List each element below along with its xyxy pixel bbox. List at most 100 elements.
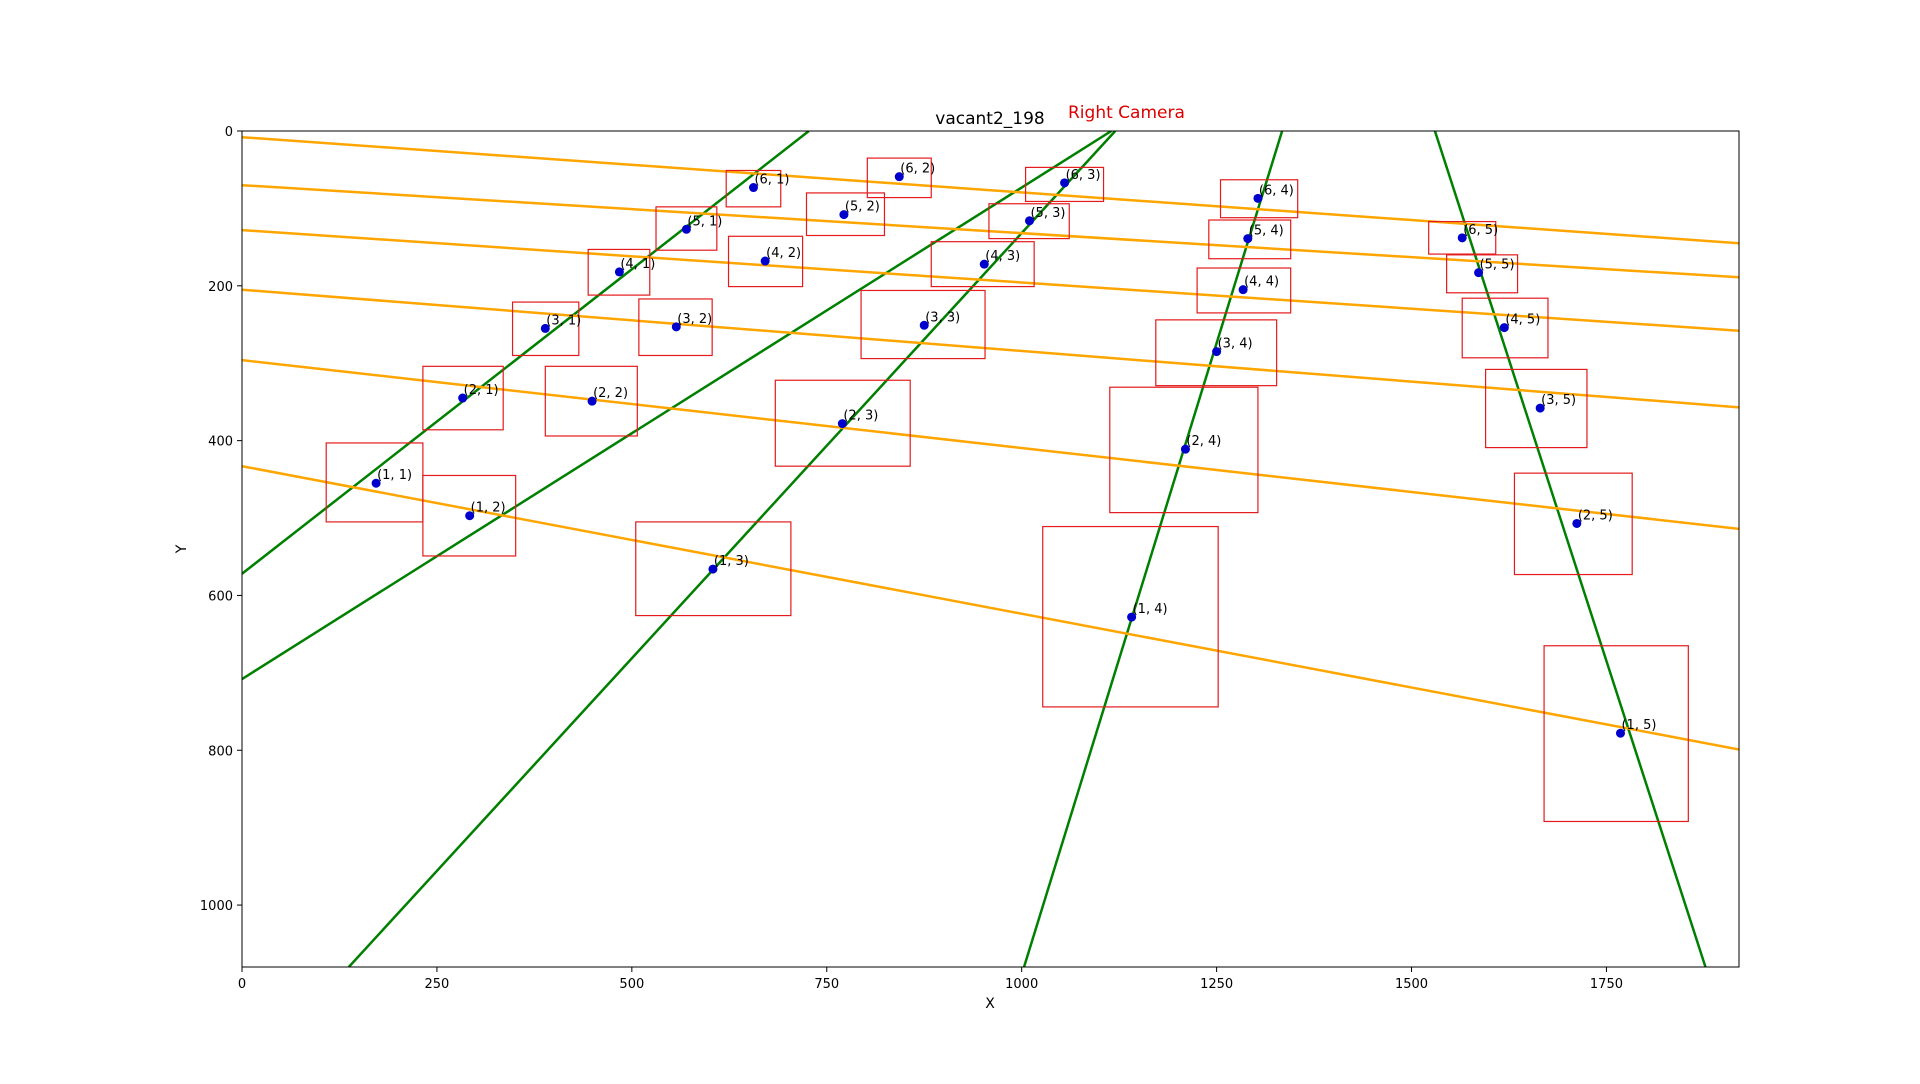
x-tick-label: 1000 (1005, 977, 1038, 992)
data-point (540, 323, 550, 333)
y-tick-label: 400 (208, 435, 233, 450)
bounding-box (1024, 166, 1105, 203)
row-line (242, 358, 1739, 531)
data-point (708, 564, 718, 574)
data-point (587, 396, 597, 406)
row-line (242, 183, 1739, 279)
point-label: (6, 3) (1066, 168, 1101, 183)
bounding-box (1042, 525, 1219, 708)
bounding-box (1109, 386, 1259, 514)
data-point (371, 478, 381, 488)
data-point (894, 172, 904, 182)
bounding-box (655, 206, 718, 251)
bounding-box (1428, 220, 1497, 255)
bounding-box (422, 365, 504, 431)
data-point (1212, 347, 1222, 357)
point-label: (4, 2) (766, 246, 801, 261)
data-point (1180, 444, 1190, 454)
point-label: (6, 2) (900, 162, 935, 177)
bounding-box (805, 192, 886, 237)
data-point (1474, 268, 1484, 278)
bounding-box (1446, 254, 1519, 294)
y-axis-label: Y (174, 544, 190, 554)
data-point (1615, 728, 1625, 738)
point-label: (2, 1) (464, 383, 499, 398)
data-point (1457, 233, 1467, 243)
data-points (371, 172, 1625, 738)
x-tick-label: 0 (238, 977, 246, 992)
point-label: (1, 1) (377, 468, 412, 483)
point-label: (2, 3) (843, 409, 878, 424)
column-line (347, 131, 1117, 967)
point-label: (3, 2) (677, 312, 712, 327)
point-label: (1, 3) (714, 554, 749, 569)
data-point (1238, 285, 1248, 295)
bounding-box (930, 241, 1035, 288)
bounding-box (638, 298, 713, 357)
point-label: (4, 1) (620, 257, 655, 272)
point-label: (6, 4) (1259, 183, 1294, 198)
chart-subtitle: Right Camera (1068, 103, 1185, 123)
point-label: (5, 2) (845, 200, 880, 215)
data-point (1499, 323, 1509, 333)
point-label: (2, 4) (1186, 434, 1221, 449)
point-label: (2, 2) (593, 386, 628, 401)
point-label: (5, 1) (687, 214, 722, 229)
y-axis-ticks: 0 200 400 600 800 1000 (200, 125, 242, 914)
bounding-box (1208, 219, 1292, 260)
data-point (839, 210, 849, 220)
point-label: (4, 4) (1244, 275, 1279, 290)
point-labels: (1, 1) (2, 1) (3, 1) (4, 1) (5, 1) (6, 1) (1, … (377, 162, 1656, 734)
plot-frame (241, 130, 1740, 968)
data-point (919, 320, 929, 330)
bounding-box (422, 474, 517, 557)
point-label: (5, 3) (1030, 206, 1065, 221)
point-label: (1, 2) (471, 501, 506, 516)
bounding-box (635, 521, 792, 617)
y-tick-label: 0 (225, 125, 233, 140)
row-line (242, 228, 1739, 332)
column-line (242, 131, 810, 575)
data-point (681, 224, 691, 234)
row-line (242, 288, 1739, 409)
bounding-box (1485, 368, 1588, 449)
point-label: (1, 5) (1621, 718, 1656, 733)
bounding-box (1196, 267, 1292, 314)
bounding-box (774, 379, 911, 467)
data-point (979, 259, 989, 269)
data-point (1243, 234, 1253, 244)
bounding-box (1155, 319, 1278, 387)
point-label: (1, 4) (1133, 602, 1168, 617)
data-point (1572, 518, 1582, 528)
y-tick-label: 800 (208, 744, 233, 759)
row-lines (242, 135, 1739, 751)
data-point (837, 419, 847, 429)
bounding-box (860, 289, 986, 360)
point-label: (6, 1) (754, 173, 789, 188)
column-line (1022, 131, 1284, 967)
point-label: (4, 5) (1505, 313, 1540, 328)
point-label: (3, 3) (925, 310, 960, 325)
row-line (242, 135, 1739, 245)
y-tick-label: 200 (208, 280, 233, 295)
row-line (242, 464, 1739, 751)
bounding-box (725, 169, 782, 208)
bounding-box (727, 235, 804, 288)
data-point (1127, 612, 1137, 622)
chart-title: vacant2_198 (935, 109, 1044, 129)
point-label: (5, 4) (1249, 224, 1284, 239)
y-tick-label: 600 (208, 589, 233, 604)
data-point (1253, 193, 1263, 203)
column-lines (242, 131, 1707, 967)
bounding-box (1543, 645, 1689, 823)
point-label: (3, 5) (1541, 393, 1576, 408)
point-label: (2, 5) (1578, 508, 1613, 523)
data-point (465, 511, 475, 521)
data-point (614, 267, 624, 277)
x-axis-label: X (985, 996, 995, 1012)
bounding-box (587, 248, 651, 296)
data-point (671, 322, 681, 332)
x-tick-label: 1500 (1395, 977, 1428, 992)
